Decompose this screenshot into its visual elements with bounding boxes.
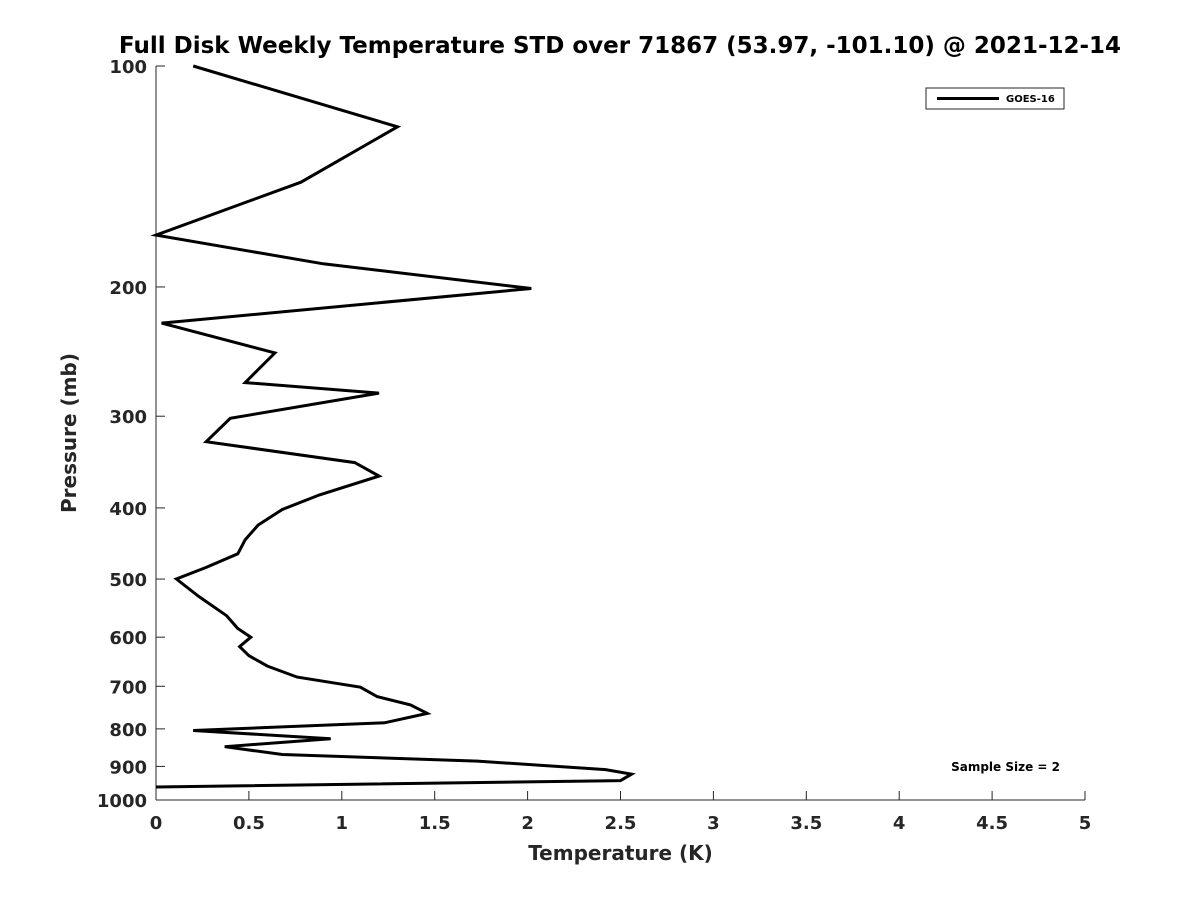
x-tick-label: 5 [1079, 813, 1092, 834]
y-axis-label: Pressure (mb) [57, 353, 81, 513]
y-tick-label: 800 [109, 720, 147, 741]
axes: 0 0.5 1 1.5 2 2.5 3 3.5 4 4.5 5 100 200 300 400 500 600… [97, 57, 1091, 834]
y-tick-label: 700 [109, 677, 147, 698]
x-tick-label: 2 [521, 813, 534, 834]
series-group [150, 64, 636, 789]
y-tick-label: 300 [109, 407, 147, 428]
y-tick-label: 1000 [97, 791, 147, 812]
y-tick-label: 600 [109, 628, 147, 649]
x-tick-label: 1.5 [419, 813, 451, 834]
x-tick-label: 4.5 [976, 813, 1008, 834]
y-tick-label: 400 [109, 499, 147, 520]
x-tick-label: 0 [150, 813, 163, 834]
x-tick-label: 3.5 [790, 813, 822, 834]
legend: GOES-16 [925, 87, 1065, 110]
x-axis-ticks: 0 0.5 1 1.5 2 2.5 3 3.5 4 4.5 5 [150, 791, 1092, 834]
x-axis-label: Temperature (K) [528, 841, 713, 865]
y-tick-label: 100 [109, 57, 147, 78]
series-line-goes-16 [150, 64, 636, 789]
sample-size-annotation: Sample Size = 2 [951, 760, 1060, 774]
x-tick-label: 3 [707, 813, 720, 834]
y-axis-ticks: 100 200 300 400 500 600 700 800 900 1000 [97, 57, 165, 812]
x-tick-label: 0.5 [233, 813, 265, 834]
x-tick-label: 2.5 [605, 813, 637, 834]
x-tick-label: 4 [893, 813, 906, 834]
x-tick-label: 1 [336, 813, 349, 834]
y-tick-label: 200 [109, 278, 147, 299]
y-tick-label: 900 [109, 757, 147, 778]
chart-title: Full Disk Weekly Temperature STD over 71… [119, 33, 1121, 59]
legend-label-goes-16: GOES-16 [1006, 94, 1055, 105]
y-tick-label: 500 [109, 570, 147, 591]
